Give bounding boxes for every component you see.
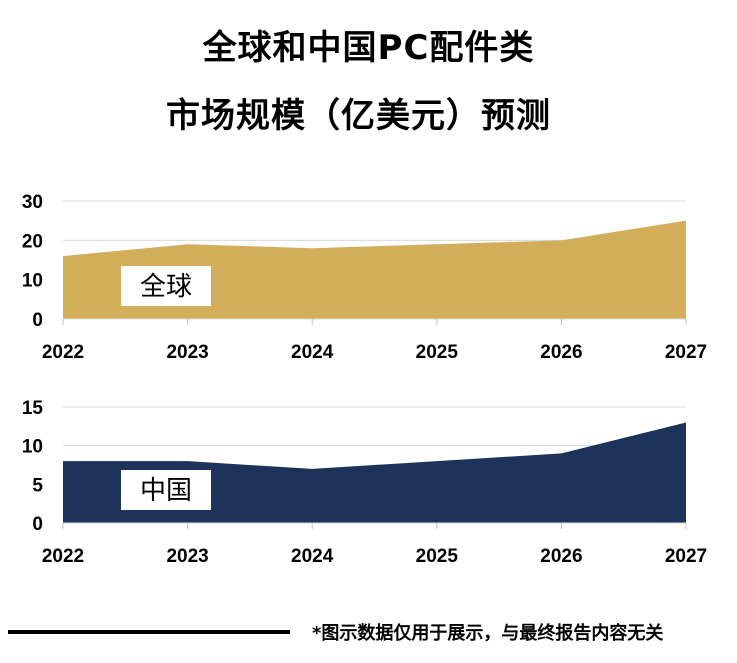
y-tick-label: 30 <box>22 192 43 213</box>
footnote-rule <box>8 630 290 634</box>
region-label-box <box>121 470 211 510</box>
x-tick-label: 2027 <box>665 546 707 567</box>
y-tick-label: 15 <box>22 398 44 419</box>
region-label: 全球 <box>140 272 192 302</box>
y-tick-label: 20 <box>22 231 43 252</box>
x-tick-label: 2027 <box>665 342 707 363</box>
x-tick-label: 2025 <box>416 342 459 363</box>
footnote: *图示数据仅用于展示，与最终报告内容无关 <box>312 623 664 644</box>
chart-title-line2: 市场规模（亿美元）预测 <box>166 96 551 136</box>
china-area-series <box>63 422 686 523</box>
region-label: 中国 <box>140 476 192 506</box>
x-tick-label: 2022 <box>42 546 84 567</box>
y-tick-label: 10 <box>22 271 43 292</box>
y-tick-label: 0 <box>32 514 43 535</box>
x-tick-label: 2026 <box>540 546 582 567</box>
region-label-box <box>121 266 211 306</box>
y-tick-label: 10 <box>22 437 43 458</box>
x-tick-label: 2023 <box>166 342 208 363</box>
chart-title-line1: 全球和中国PC配件类 <box>202 28 535 68</box>
global-area-series <box>63 220 686 319</box>
x-tick-label: 2022 <box>42 342 84 363</box>
x-tick-label: 2024 <box>291 342 334 363</box>
y-tick-label: 0 <box>32 310 43 331</box>
x-tick-label: 2023 <box>166 546 208 567</box>
y-tick-label: 5 <box>32 475 43 496</box>
x-tick-label: 2025 <box>416 546 459 567</box>
x-tick-label: 2024 <box>291 546 334 567</box>
x-tick-label: 2026 <box>540 342 582 363</box>
